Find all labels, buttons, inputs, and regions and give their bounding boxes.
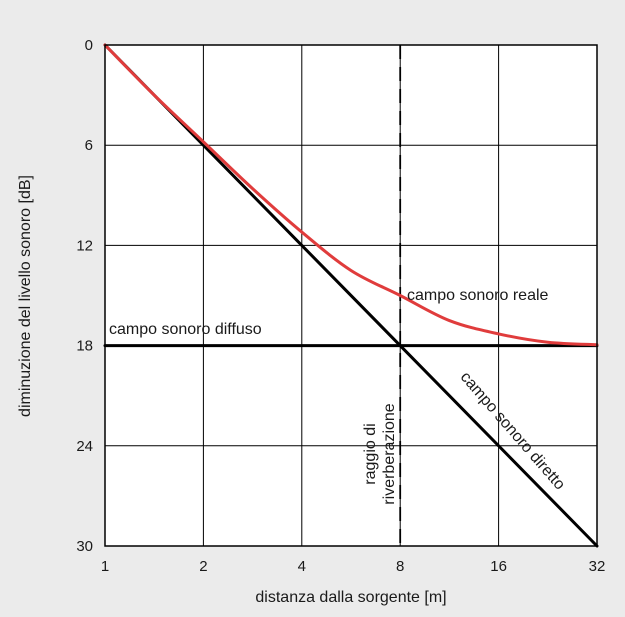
direct-field-line bbox=[103, 43, 599, 548]
x-tick-label: 1 bbox=[101, 558, 109, 575]
y-tick-label: 6 bbox=[85, 137, 93, 154]
x-tick-label: 16 bbox=[490, 558, 507, 575]
x-tick-label: 4 bbox=[298, 558, 306, 575]
label-reverb-line1: raggio di bbox=[362, 423, 379, 484]
y-tick-label: 18 bbox=[76, 338, 93, 355]
y-tick-label: 30 bbox=[76, 538, 93, 555]
y-tick-label: 12 bbox=[76, 237, 93, 254]
x-tick-label: 8 bbox=[396, 558, 404, 575]
y-axis-label: diminuzione del livello sonoro [dB] bbox=[17, 175, 34, 417]
x-tick-label: 2 bbox=[199, 558, 207, 575]
y-tick-label: 0 bbox=[85, 37, 93, 54]
label-reverb-line2: riverberazione bbox=[381, 403, 398, 504]
real-field-curve bbox=[103, 43, 599, 347]
label-diffuse-field: campo sonoro diffuso bbox=[109, 321, 262, 338]
x-axis-label: distanza dalla sorgente [m] bbox=[255, 589, 446, 606]
plot-frame bbox=[104, 44, 598, 547]
label-real-field: campo sonoro reale bbox=[407, 287, 549, 304]
x-tick-label: 32 bbox=[589, 558, 606, 575]
y-tick-label: 24 bbox=[76, 438, 93, 455]
series-layer bbox=[103, 43, 599, 548]
